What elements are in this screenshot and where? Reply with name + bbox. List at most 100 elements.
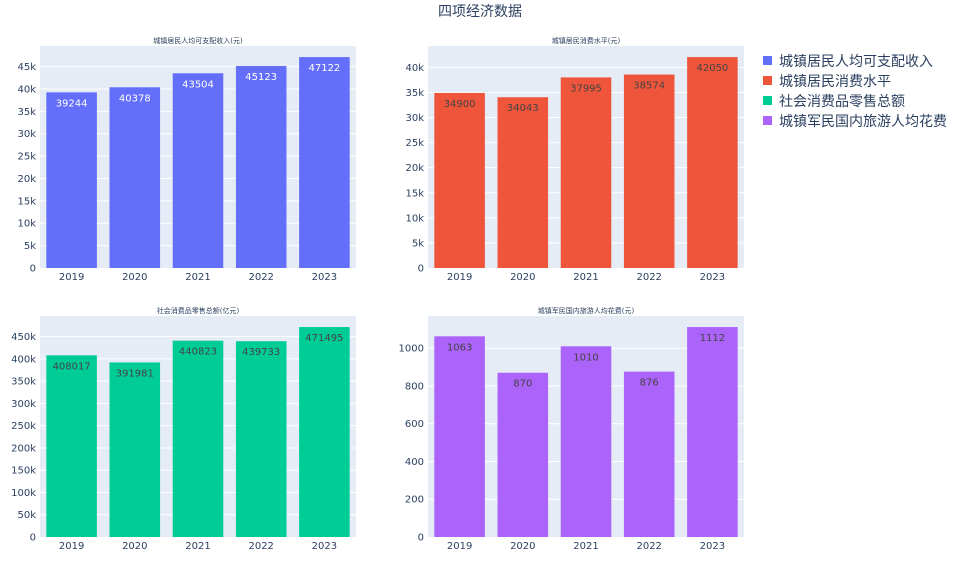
x-tick-label: 2022 bbox=[636, 272, 661, 283]
y-tick-label: 40k bbox=[17, 84, 36, 95]
y-tick-label: 15k bbox=[405, 188, 424, 199]
y-tick-label: 25k bbox=[405, 138, 424, 149]
bar-2020[interactable] bbox=[497, 97, 549, 269]
bar-value-label: 439733 bbox=[242, 347, 280, 358]
legend-label: 社会消费品零售总额 bbox=[779, 94, 905, 110]
bar-2021[interactable] bbox=[560, 346, 612, 537]
chart-income: 城镇居民人均可支配收入(元) 0 5k 10k 15k 20k 25k 30k 35k 40k 45… bbox=[17, 36, 356, 283]
legend-item-tourism[interactable]: 城镇军民国内旅游人均花费 bbox=[763, 114, 947, 130]
y-tick-label: 25k bbox=[17, 152, 36, 163]
x-tick-label: 2019 bbox=[59, 541, 84, 552]
subplot-title-tourism: 城镇军民国内旅游人均花费(元) bbox=[538, 306, 635, 315]
bar-value-label: 37995 bbox=[570, 83, 602, 94]
x-tick-label: 2020 bbox=[122, 541, 147, 552]
chart-consumption: 城镇居民消费水平(元) 0 5k 10k 15k 20k 25k 30k 35k 40k 34900… bbox=[405, 36, 744, 283]
x-tick-label: 2021 bbox=[573, 541, 598, 552]
x-tick-label: 2019 bbox=[59, 272, 84, 283]
figure-title: 四项经济数据 bbox=[438, 4, 522, 20]
y-tick-label: 0 bbox=[30, 533, 36, 544]
x-tick-label: 2020 bbox=[122, 272, 147, 283]
x-tick-label: 2020 bbox=[510, 541, 535, 552]
bar-value-label: 870 bbox=[513, 379, 532, 390]
y-tick-label: 0 bbox=[418, 264, 424, 275]
bar-2020[interactable] bbox=[109, 87, 161, 269]
bar-value-label: 45123 bbox=[245, 72, 277, 83]
bar-value-label: 42050 bbox=[696, 63, 728, 74]
bar-value-label: 34043 bbox=[507, 103, 539, 114]
bar-2023[interactable] bbox=[687, 327, 738, 537]
legend-swatch bbox=[763, 56, 772, 65]
y-tick-label: 10k bbox=[405, 213, 424, 224]
bar-2022[interactable] bbox=[623, 371, 675, 537]
bar-2023[interactable] bbox=[299, 327, 350, 537]
bar-2021[interactable] bbox=[172, 73, 224, 268]
x-tick-label: 2021 bbox=[185, 272, 210, 283]
y-tick-label: 350k bbox=[11, 377, 36, 388]
bar-2022[interactable] bbox=[235, 341, 287, 537]
y-tick-label: 0 bbox=[30, 264, 36, 275]
x-tick-label: 2021 bbox=[573, 272, 598, 283]
x-tick-label: 2019 bbox=[447, 272, 472, 283]
y-tick-label: 300k bbox=[11, 399, 36, 410]
bar-2023[interactable] bbox=[687, 57, 738, 268]
y-tick-label: 40k bbox=[405, 63, 424, 74]
bar-value-label: 1063 bbox=[447, 342, 472, 353]
x-tick-label: 2020 bbox=[510, 272, 535, 283]
y-tick-label: 30k bbox=[17, 129, 36, 140]
y-tick-label: 35k bbox=[405, 88, 424, 99]
bar-2019[interactable] bbox=[434, 336, 485, 537]
bar-2019[interactable] bbox=[434, 92, 485, 269]
legend-label: 城镇军民国内旅游人均花费 bbox=[779, 114, 947, 130]
x-tick-label: 2023 bbox=[312, 541, 337, 552]
bar-value-label: 47122 bbox=[308, 63, 340, 74]
subplot-title-income: 城镇居民人均可支配收入(元) bbox=[153, 36, 243, 45]
bar-2021[interactable] bbox=[560, 77, 612, 268]
bar-2023[interactable] bbox=[299, 57, 350, 268]
bar-2020[interactable] bbox=[497, 372, 549, 537]
y-tick-label: 20k bbox=[405, 163, 424, 174]
y-tick-label: 100k bbox=[11, 488, 36, 499]
x-tick-label: 2023 bbox=[312, 272, 337, 283]
bar-2022[interactable] bbox=[235, 66, 287, 269]
bar-value-label: 40378 bbox=[119, 93, 151, 104]
y-tick-label: 200k bbox=[11, 443, 36, 454]
legend-item-retail[interactable]: 社会消费品零售总额 bbox=[763, 94, 905, 110]
bar-value-label: 43504 bbox=[182, 79, 214, 90]
subplot-title-retail: 社会消费品零售总额(亿元) bbox=[157, 306, 240, 315]
y-tick-label: 600 bbox=[405, 419, 424, 430]
y-tick-label: 20k bbox=[17, 174, 36, 185]
bar-2020[interactable] bbox=[109, 362, 161, 537]
bar-2019[interactable] bbox=[46, 92, 97, 269]
legend-swatch bbox=[763, 96, 772, 105]
y-tick-label: 200 bbox=[405, 495, 424, 506]
bar-2019[interactable] bbox=[46, 355, 97, 537]
bar-value-label: 391981 bbox=[116, 368, 154, 379]
bar-2022[interactable] bbox=[623, 74, 675, 268]
bar-value-label: 1010 bbox=[573, 352, 598, 363]
bar-value-label: 876 bbox=[640, 378, 659, 389]
bar-value-label: 1112 bbox=[700, 333, 725, 344]
bar-value-label: 39244 bbox=[56, 98, 88, 109]
legend-item-income[interactable]: 城镇居民人均可支配收入 bbox=[763, 54, 933, 70]
bar-value-label: 440823 bbox=[179, 347, 217, 358]
legend: 城镇居民人均可支配收入 城镇居民消费水平 社会消费品零售总额 城镇军民国内旅游人… bbox=[763, 54, 947, 130]
legend-label: 城镇居民人均可支配收入 bbox=[779, 54, 933, 70]
y-tick-label: 400k bbox=[11, 354, 36, 365]
x-tick-label: 2022 bbox=[248, 541, 273, 552]
x-tick-label: 2023 bbox=[700, 541, 725, 552]
bar-value-label: 38574 bbox=[633, 81, 665, 92]
legend-item-consumption[interactable]: 城镇居民消费水平 bbox=[763, 74, 891, 90]
y-tick-label: 45k bbox=[17, 62, 36, 73]
y-tick-label: 5k bbox=[412, 238, 424, 249]
y-tick-label: 250k bbox=[11, 421, 36, 432]
bar-value-label: 34900 bbox=[444, 99, 476, 110]
x-tick-label: 2022 bbox=[248, 272, 273, 283]
y-tick-label: 10k bbox=[17, 219, 36, 230]
x-tick-label: 2021 bbox=[185, 541, 210, 552]
bar-2021[interactable] bbox=[172, 340, 224, 537]
x-tick-label: 2023 bbox=[700, 272, 725, 283]
x-tick-label: 2022 bbox=[636, 541, 661, 552]
y-tick-label: 30k bbox=[405, 113, 424, 124]
